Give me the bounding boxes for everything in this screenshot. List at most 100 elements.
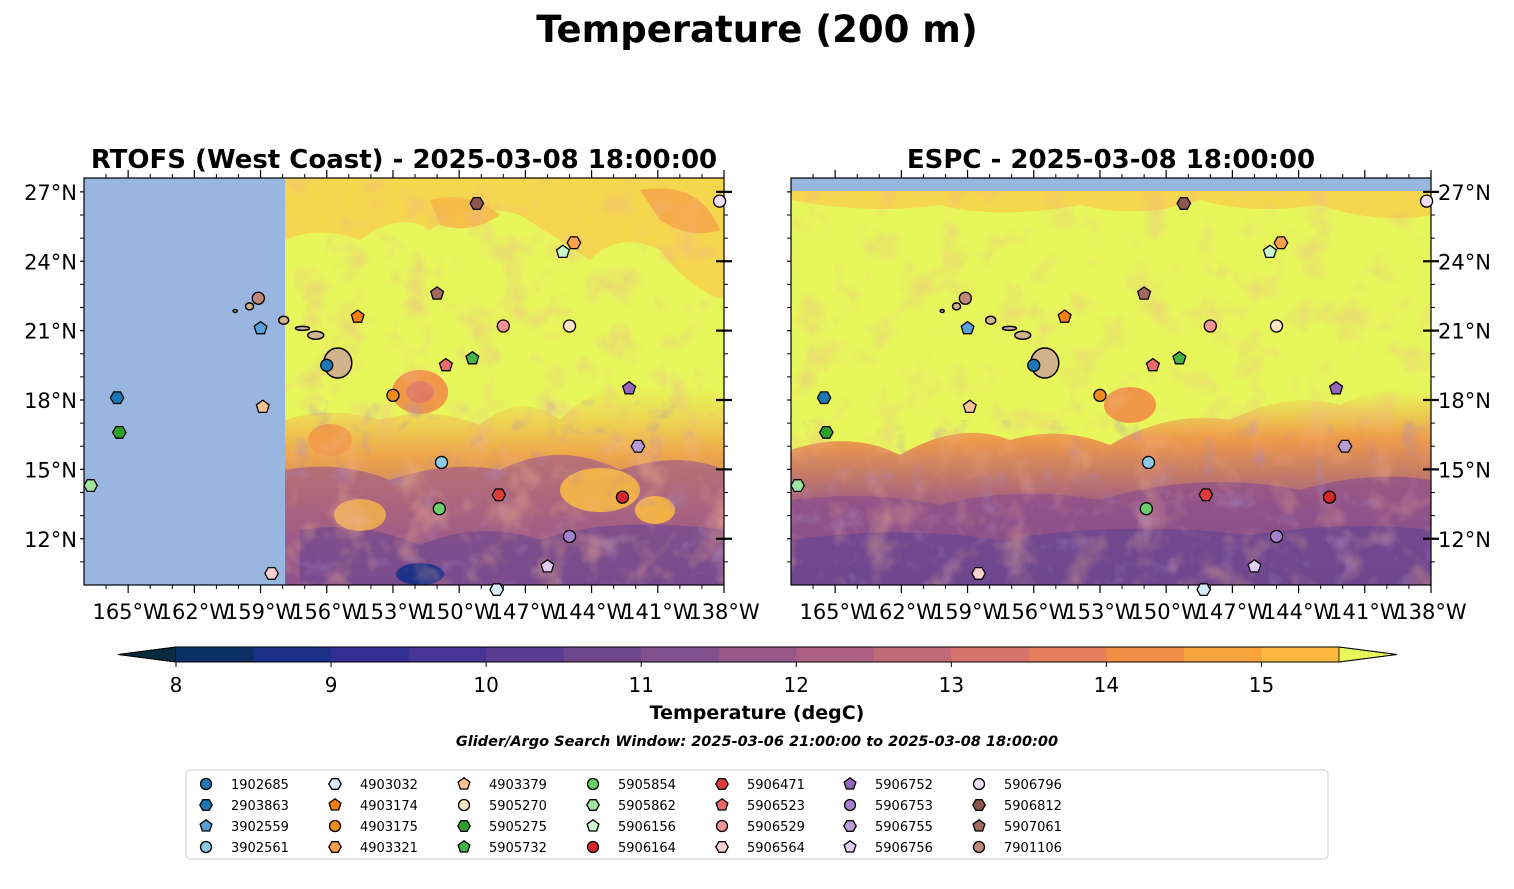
float-5906812-marker: [469, 196, 485, 210]
legend-item: 5905854: [586, 777, 676, 793]
legend-marker-3902561: [199, 840, 213, 854]
legend-label: 7901106: [1004, 841, 1062, 856]
legend-label: 2903863: [231, 799, 289, 814]
lon-tick-label: 153°W: [357, 600, 429, 624]
colorbar-label: Temperature (degC): [650, 702, 865, 724]
legend-label: 5905275: [489, 820, 547, 835]
colorbar-tick-label: 13: [939, 673, 964, 697]
colorbar-tick-label: 15: [1249, 673, 1274, 697]
legend-marker-2903863: [199, 799, 213, 811]
float-5905854-marker: [432, 502, 446, 516]
legend-label: 4903174: [360, 799, 418, 814]
float-5906812-marker: [1176, 196, 1192, 210]
legend-marker-5906812: [972, 799, 986, 811]
float-2903863-marker: [109, 391, 125, 405]
float-5905270-marker: [562, 319, 577, 333]
lon-tick-label: 147°W: [490, 600, 562, 624]
legend-item: 5906756: [843, 839, 933, 856]
lat-tick-label: 15°N: [24, 458, 77, 482]
legend-label: 5906564: [747, 841, 805, 856]
float-5906755-marker: [1337, 439, 1353, 453]
float-5906156-marker: [555, 244, 571, 259]
lon-tick-label: 162°W: [159, 600, 231, 624]
legend-label: 5906755: [875, 820, 933, 835]
legend-item: 5907061: [972, 818, 1062, 835]
colorbar-segment: [253, 647, 332, 662]
colorbar-segment: [873, 647, 952, 662]
island-shape: [306, 330, 325, 340]
legend-label: 3902561: [231, 841, 289, 856]
axis-ticks-rtofs: 165°W162°W159°W156°W153°W150°W147°W144°W…: [24, 170, 760, 624]
figure-title: Temperature (200 m): [536, 8, 978, 51]
legend-marker-5906471: [715, 778, 729, 790]
colorbar-tick-label: 11: [628, 673, 653, 697]
legend-label: 4903032: [360, 778, 418, 793]
float-1902685-marker: [1027, 358, 1041, 372]
float-7901106-marker: [251, 291, 265, 305]
map-frame-espc: [790, 177, 1432, 586]
legend-item: 5906752: [843, 776, 933, 793]
legend-marker-7901106: [972, 840, 986, 854]
lat-tick-label: 18°N: [24, 389, 77, 413]
colorbar-segment: [1106, 647, 1185, 662]
no-data-strip: [791, 178, 1431, 191]
float-5906164-marker: [1322, 490, 1337, 504]
float-5905854-marker: [1139, 502, 1153, 516]
lat-tick-label: 21°N: [1438, 320, 1491, 344]
legend-item: 5905275: [457, 820, 547, 835]
legend-item: 5906471: [715, 778, 805, 793]
float-5907061-marker: [429, 286, 445, 300]
colorbar-segment: [718, 647, 797, 662]
float-5905732-marker: [465, 350, 480, 365]
legend-label: 5906796: [1004, 778, 1062, 793]
float-5906755-marker: [630, 439, 646, 453]
float-5906796-marker: [712, 194, 727, 208]
lon-tick-label: 153°W: [1064, 600, 1136, 624]
legend-label: 5906156: [618, 820, 676, 835]
map-frame-rtofs: [83, 177, 725, 586]
lon-tick-label: 165°W: [799, 600, 871, 624]
legend-marker-5905854: [586, 777, 600, 791]
legend-label: 5906752: [875, 778, 933, 793]
legend-marker-5905862: [586, 799, 600, 811]
legend-marker-1902685: [199, 777, 213, 791]
float-5906752-marker: [621, 380, 637, 395]
island-shape: [294, 325, 311, 332]
legend-marker-5906164: [586, 840, 600, 854]
legend-marker-5905270: [457, 798, 471, 812]
colorbar-segment: [331, 647, 410, 662]
colorbar-segment: [563, 647, 642, 662]
lat-tick-label: 12°N: [24, 528, 77, 552]
legend-item: 2903863: [199, 799, 289, 814]
colorbar-tick-label: 8: [170, 673, 183, 697]
lon-tick-label: 144°W: [1263, 600, 1335, 624]
legend-label: 4903321: [360, 841, 418, 856]
legend-marker-4903032: [328, 778, 342, 790]
float-5906471-marker: [491, 488, 507, 502]
legend-marker-5906752: [843, 776, 857, 790]
legend-marker-5907061: [972, 818, 986, 832]
float-markers-espc: [790, 194, 1434, 597]
search-window-text: Glider/Argo Search Window: 2025-03-06 21…: [456, 734, 1058, 750]
float-5906471-marker: [1198, 488, 1214, 502]
float-5905275-marker: [111, 425, 127, 439]
lat-tick-label: 12°N: [1438, 528, 1491, 552]
panel-title-rtofs: RTOFS (West Coast) - 2025-03-08 18:00:00: [91, 145, 717, 175]
colorbar-segment: [1261, 647, 1340, 662]
legend-marker-5906523: [715, 797, 729, 811]
float-4903032-marker: [489, 583, 505, 597]
float-4903174-marker: [350, 309, 365, 323]
temperature-contours: [285, 178, 724, 585]
colorbar-extend-high: [1338, 646, 1398, 663]
legend-label: 4903379: [489, 778, 547, 793]
float-1902685-marker: [320, 358, 334, 372]
legend-item: 5906812: [972, 799, 1062, 814]
lat-tick-label: 21°N: [24, 320, 77, 344]
lat-tick-label: 24°N: [1438, 250, 1491, 274]
legend-item: 5906156: [586, 818, 676, 835]
colorbar-segment: [486, 647, 565, 662]
lon-tick-label: 147°W: [1197, 600, 1269, 624]
colorbar-segment: [1028, 647, 1107, 662]
lon-tick-label: 150°W: [423, 600, 495, 624]
lat-tick-label: 15°N: [1438, 458, 1491, 482]
